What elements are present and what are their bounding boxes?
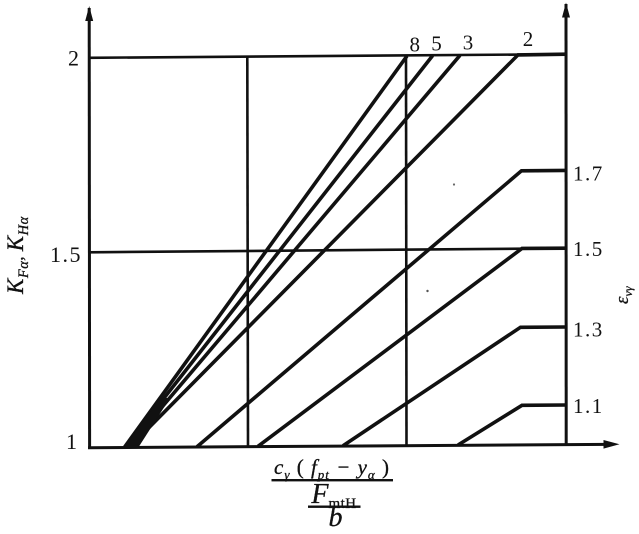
svg-text:b: b [329,502,343,533]
svg-text:1.5: 1.5 [573,237,604,261]
svg-text:1: 1 [66,429,77,454]
svg-text:εvγ: εvγ [612,286,635,304]
svg-text:5: 5 [431,32,442,56]
svg-text:8: 8 [409,33,420,57]
svg-text:3: 3 [463,30,474,54]
svg-text:2: 2 [523,27,534,51]
svg-text:2: 2 [68,46,79,71]
svg-text:1.3: 1.3 [573,318,604,342]
svg-text:1.1: 1.1 [573,394,604,418]
svg-text:1.7: 1.7 [573,162,604,186]
svg-text:1.5: 1.5 [50,242,82,267]
